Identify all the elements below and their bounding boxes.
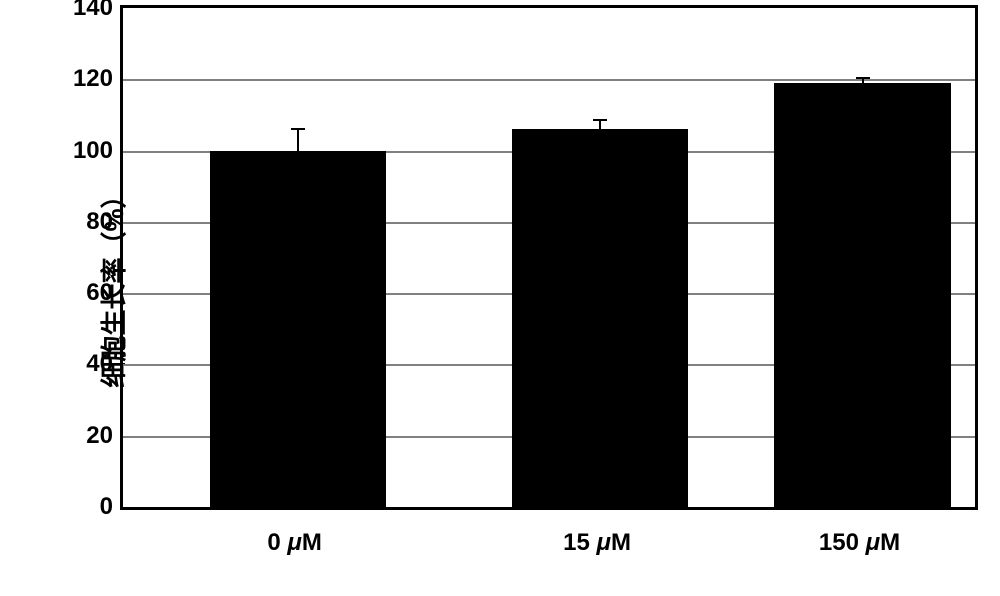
error-bar-cap xyxy=(856,77,870,79)
bar xyxy=(210,151,386,507)
plot-area xyxy=(123,8,975,507)
gridline xyxy=(123,79,975,81)
x-tick-label: 150 μM xyxy=(819,529,900,557)
plot-frame xyxy=(120,5,978,510)
error-bar-cap xyxy=(291,128,305,130)
x-tick-label: 0 μM xyxy=(267,529,322,557)
x-tick-labels: 0 μM 15 μM 150 μM xyxy=(120,523,978,563)
y-tick-label: 80 xyxy=(86,208,113,236)
y-tick-label: 20 xyxy=(86,422,113,450)
y-tick-label: 100 xyxy=(73,137,113,165)
y-tick-label: 0 xyxy=(100,493,113,521)
y-tick-label: 60 xyxy=(86,279,113,307)
bar xyxy=(512,129,688,507)
y-tick-labels: 020406080100120140 xyxy=(55,5,113,510)
error-bar-stem xyxy=(599,120,601,129)
error-bar-stem xyxy=(297,129,299,150)
error-bar-cap xyxy=(593,119,607,121)
bar-chart: 细胞生长率（%） 020406080100120140 0 μM15 μM150… xyxy=(45,5,985,565)
x-tick-label: 15 μM xyxy=(563,529,631,557)
bar xyxy=(774,83,950,507)
y-tick-label: 140 xyxy=(73,0,113,22)
y-tick-label: 40 xyxy=(86,350,113,378)
y-tick-label: 120 xyxy=(73,65,113,93)
